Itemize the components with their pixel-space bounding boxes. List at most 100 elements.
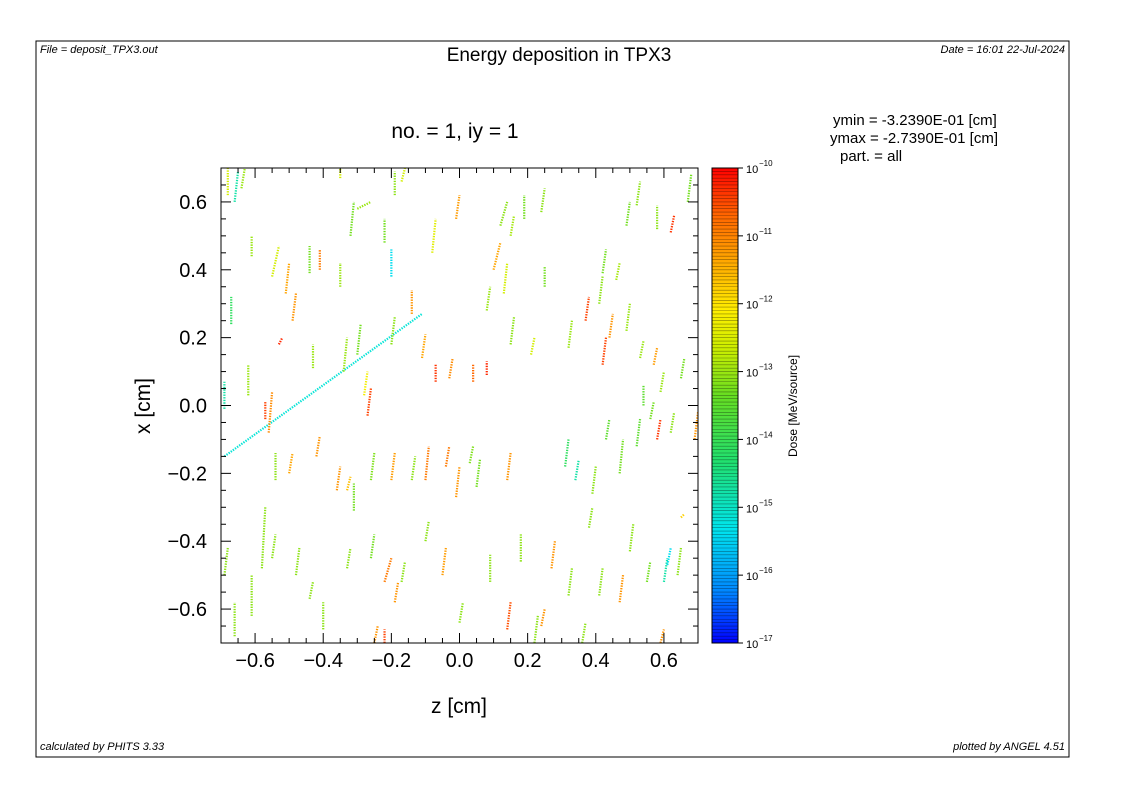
dose-track-124: [587, 507, 594, 528]
dose-track-86: [649, 401, 655, 420]
ymax-info: ymax = -2.7390E-01 [cm]: [830, 130, 998, 147]
dose-track-30: [390, 317, 396, 345]
dose-track-53: [608, 313, 614, 338]
dose-track-74: [410, 456, 417, 481]
dose-track-50: [598, 276, 604, 304]
calculated-by: calculated by PHITS 3.33: [40, 741, 165, 753]
colorbar-tick-exponent: −16: [759, 566, 773, 575]
dose-track-114: [598, 568, 604, 596]
dose-track-96: [294, 547, 301, 576]
dose-track-35: [448, 357, 454, 379]
dose-track-56: [625, 201, 631, 226]
dose-track-109: [506, 602, 512, 630]
x-tick-label: −0.6: [235, 650, 274, 672]
dose-track-13: [277, 337, 284, 345]
dose-track-68: [315, 435, 321, 457]
dose-track-64: [679, 357, 686, 379]
dose-track-99: [369, 534, 376, 559]
dose-track-117: [645, 561, 652, 583]
dose-track-45: [540, 188, 546, 213]
dose-track-81: [564, 439, 570, 467]
colorbar-stripes: [712, 171, 738, 640]
dose-track-62: [652, 347, 659, 366]
dose-track-116: [628, 524, 635, 552]
x-axis-label: z [cm]: [431, 695, 487, 718]
dose-track-73: [390, 452, 396, 481]
plot-subtitle: no. = 1, iy = 1: [391, 120, 518, 143]
dose-track-20: [366, 388, 373, 416]
dose-track-87: [656, 418, 662, 440]
part-info: part. = all: [840, 148, 902, 165]
x-tick-label: 0.6: [650, 650, 678, 672]
dose-track-43: [509, 317, 516, 345]
dose-track-67: [288, 452, 294, 474]
dose-track-55: [625, 303, 631, 331]
dose-track-54: [601, 337, 608, 365]
colorbar-tick-label: 10: [746, 232, 758, 244]
y-tick-label: −0.6: [168, 599, 207, 621]
dose-track-102: [400, 561, 407, 583]
dose-track-78: [468, 445, 475, 464]
dose-track-47: [529, 337, 536, 355]
dose-track-118: [662, 558, 669, 583]
dose-track-0: [223, 313, 423, 458]
dose-track-33: [455, 194, 461, 220]
colorbar-tick-exponent: −14: [759, 430, 773, 439]
dose-track-122: [659, 629, 665, 643]
colorbar-tick-label: 10: [746, 164, 758, 176]
x-tick-label: 0.2: [514, 650, 542, 672]
y-tick-label: 0.4: [179, 260, 207, 282]
dose-track-101: [393, 581, 400, 603]
dose-track-98: [345, 547, 352, 569]
dose-track-112: [550, 541, 556, 569]
dose-track-106: [373, 625, 379, 643]
x-tick-label: −0.2: [372, 650, 411, 672]
dose-track-48: [567, 320, 574, 348]
dose-track-61: [639, 340, 645, 359]
dose-track-126: [424, 520, 430, 542]
colorbar-label: Dose [MeV/source]: [786, 355, 800, 457]
dose-track-95: [271, 534, 277, 559]
axis-ticks: [221, 167, 699, 643]
dose-track-69: [335, 466, 342, 491]
dose-track-41: [485, 286, 492, 311]
dose-track-91: [223, 547, 229, 576]
colorbar-tick-label: 10: [746, 435, 758, 447]
colorbar-tick-label: 10: [746, 571, 758, 583]
plotted-by: plotted by ANGEL 4.51: [952, 741, 1065, 753]
colorbar-tick-exponent: −11: [759, 227, 773, 236]
colorbar-tick-exponent: −10: [759, 159, 773, 168]
dose-track-75: [424, 446, 430, 481]
y-tick-label: −0.4: [168, 531, 207, 553]
dose-track-51: [601, 249, 608, 274]
dose-track-31: [420, 334, 427, 359]
dose-tracks: [223, 168, 698, 643]
dose-track-17: [342, 337, 349, 372]
y-tick-label: 0.0: [179, 396, 207, 418]
dose-track-89: [693, 412, 698, 440]
dose-track-3: [240, 168, 246, 189]
colorbar-tick-label: 10: [746, 300, 758, 312]
colorbar-tick-label: 10: [746, 503, 758, 515]
dose-track-111: [540, 608, 546, 627]
dose-track-40: [509, 215, 516, 237]
y-axis-label: x [cm]: [132, 378, 155, 434]
dose-track-79: [475, 459, 482, 488]
dose-track-59: [669, 215, 676, 233]
dose-track-119: [666, 547, 672, 566]
dose-track-38: [492, 242, 502, 271]
dose-track-97: [308, 581, 315, 600]
colorbar: [711, 167, 739, 644]
dose-track-113: [567, 568, 574, 596]
page-frame: [35, 40, 1070, 758]
dose-track-60: [686, 174, 693, 203]
y-tick-label: 0.2: [179, 328, 207, 350]
dose-track-14: [267, 391, 274, 433]
colorbar-tick-label: 10: [746, 368, 758, 380]
dose-track-28: [400, 168, 407, 182]
main-title: Energy deposition in TPX3: [447, 45, 672, 66]
dose-track-110: [533, 615, 539, 643]
dose-track-22: [349, 201, 355, 236]
